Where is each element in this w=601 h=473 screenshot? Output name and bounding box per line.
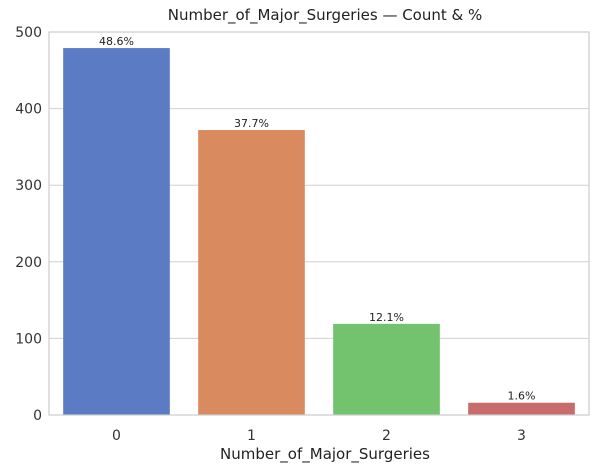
x-tick-label: 2 [382,428,391,444]
bar-value-label: 37.7% [234,117,269,130]
bar-value-label: 48.6% [99,35,134,48]
bar-0 [63,48,170,415]
x-axis-label: Number_of_Major_Surgeries [220,445,430,464]
bar-3 [468,402,575,415]
y-tick-label: 500 [15,25,42,41]
bar-2 [333,323,440,415]
y-tick-label: 300 [15,178,42,194]
y-tick-label: 400 [15,102,42,118]
bar-value-label: 1.6% [508,390,536,403]
ticks-layer: 0 100 200 300 400 500 0 1 2 3 [15,25,526,444]
bar-1 [198,130,305,415]
y-tick-label: 200 [15,255,42,271]
x-tick-label: 1 [247,428,256,444]
frame-layer [48,31,590,416]
x-tick-label: 3 [517,428,526,444]
chart-title: Number_of_Major_Surgeries — Count & % [168,6,483,25]
plot-frame [48,31,590,416]
bars-layer: 48.6% 37.7% 12.1% 1.6% [63,35,575,415]
y-tick-label: 100 [15,331,42,347]
y-tick-label: 0 [33,408,42,424]
x-tick-label: 0 [112,428,121,444]
bar-value-label: 12.1% [369,311,404,324]
